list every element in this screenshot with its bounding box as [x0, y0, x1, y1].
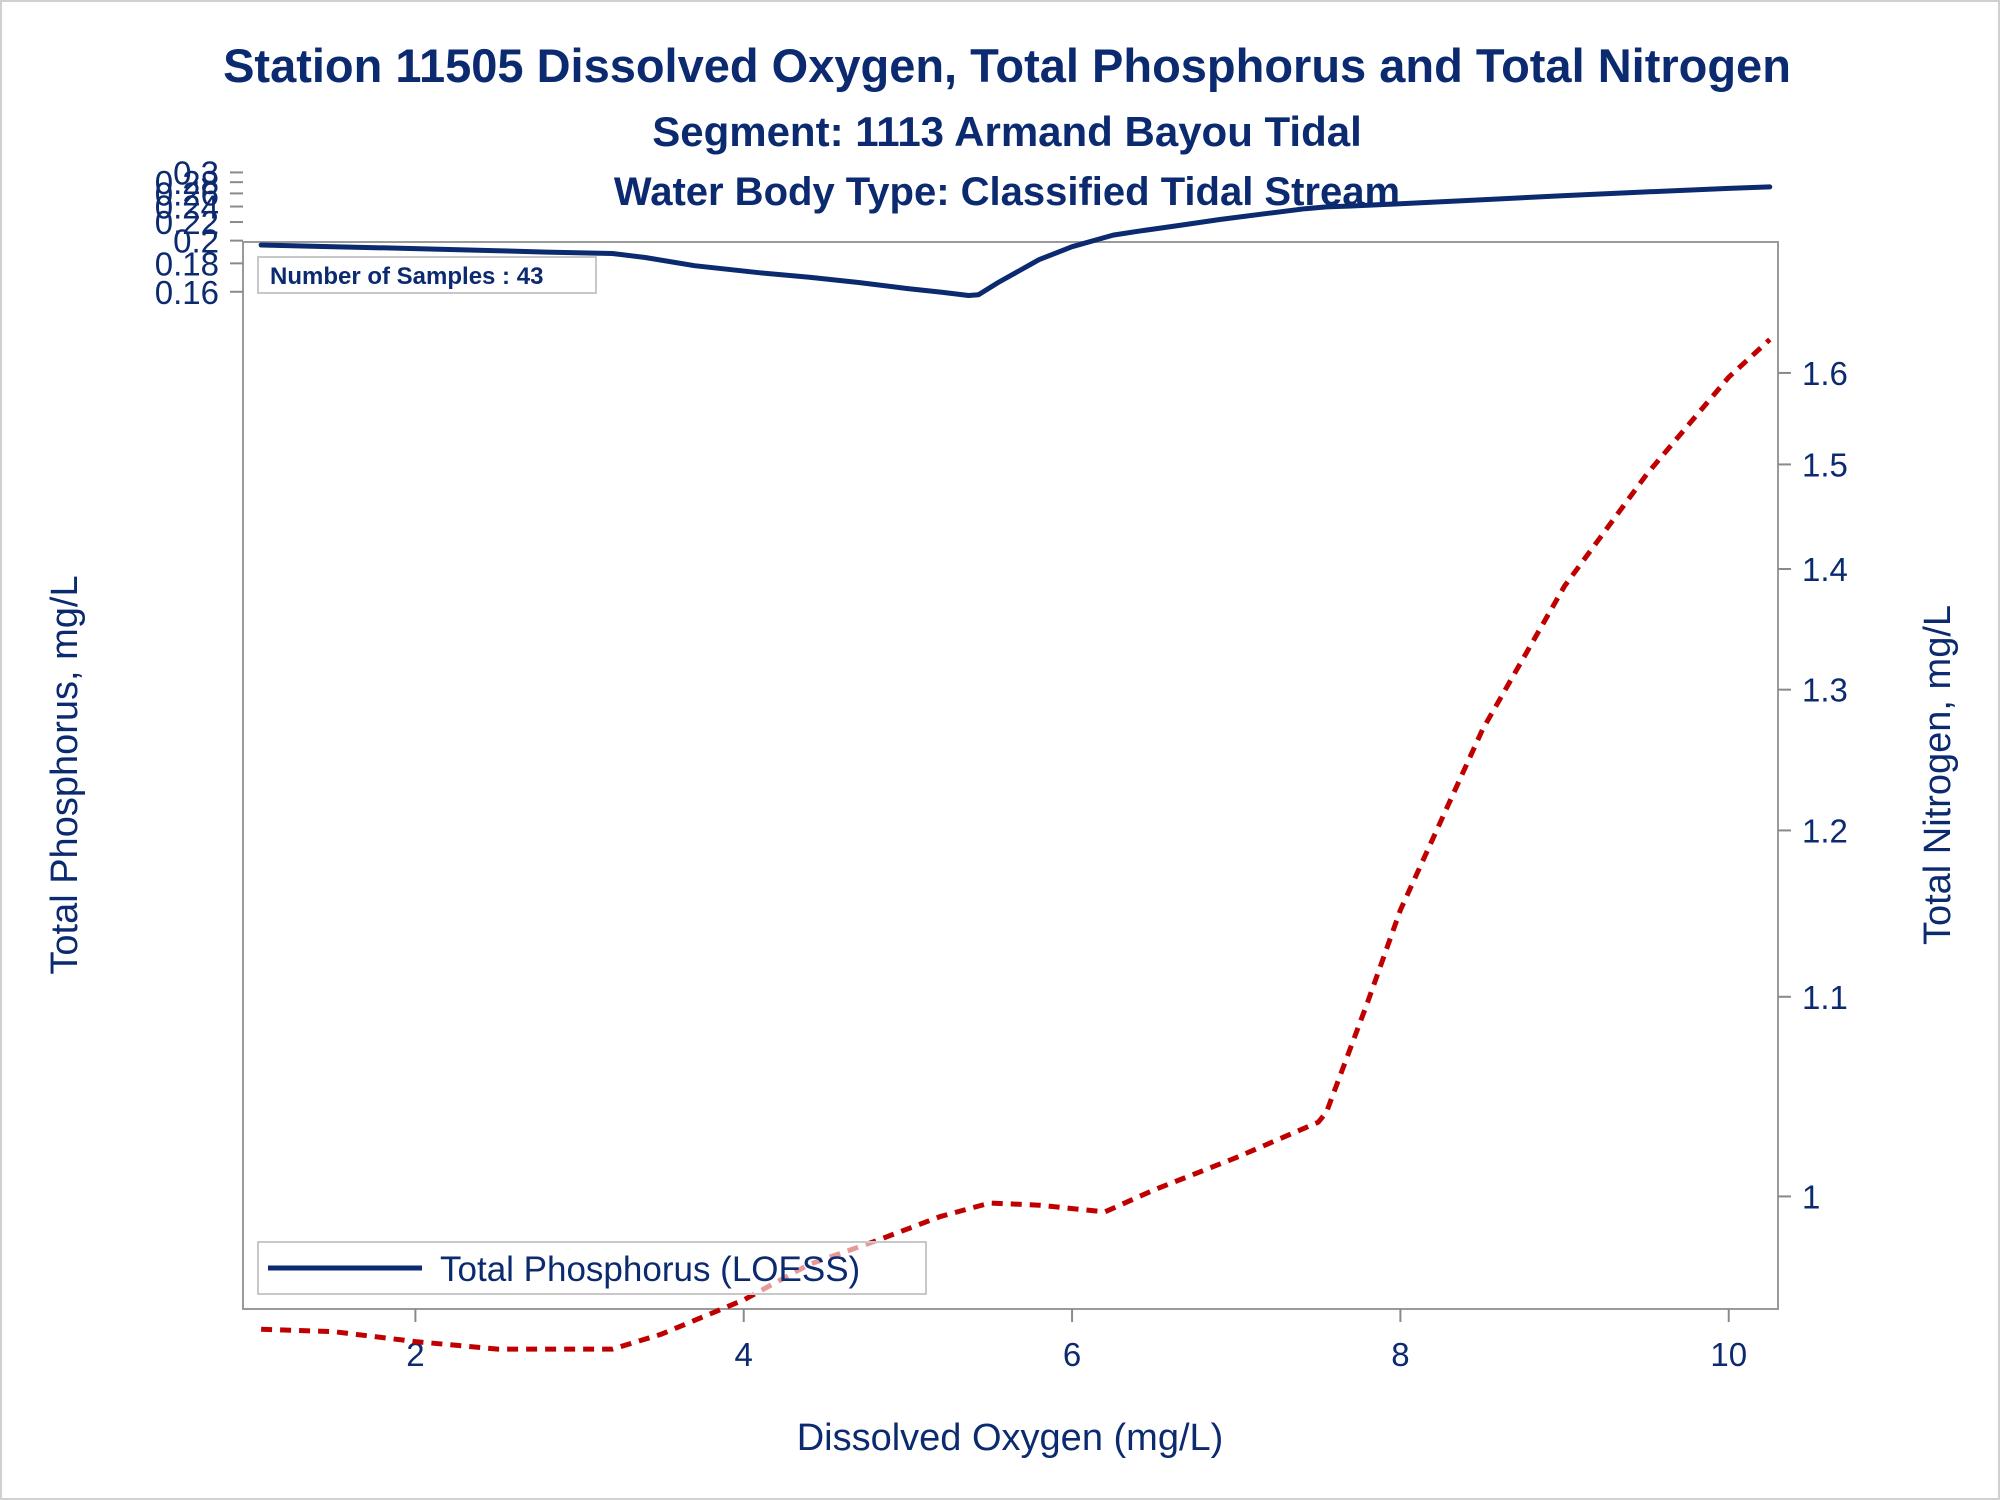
plot-area: [242, 241, 1779, 1310]
y2-tick-label: 1.5: [1802, 446, 1848, 483]
legend-entry-0: Total Phosphorus (LOESS): [440, 1250, 860, 1289]
x-tick-label: 10: [1710, 1336, 1747, 1373]
total-phosphorus-line: [258, 184, 1773, 298]
legend: Total Phosphorus (LOESS): [257, 1241, 927, 1295]
series-layer: [258, 184, 1773, 1352]
y2-tick-label: 1.6: [1802, 355, 1848, 392]
right-axis: 1 1.1 1.2 1.3 1.4 1.5 1.6: [1778, 355, 1848, 1215]
x-tick-label: 8: [1391, 1336, 1409, 1373]
y2-tick-label: 1: [1802, 1178, 1820, 1215]
x-tick-label: 6: [1063, 1336, 1081, 1373]
x-tick-label: 2: [406, 1336, 424, 1373]
y-tick-label: 0.2: [173, 223, 219, 260]
y2-tick-label: 1.4: [1802, 551, 1848, 588]
left-axis: 0.160.180.20.220.240.260.280.3: [155, 154, 243, 311]
x-axis-label: Dissolved Oxygen (mg/L): [797, 1417, 1224, 1459]
sample-count-text: Number of Samples : 43: [270, 263, 543, 290]
total-nitrogen-line: [261, 337, 1772, 1352]
sample-count-annotation: Number of Samples : 43: [257, 256, 597, 294]
y-axis-label: Total Phosphorus, mg/L: [44, 575, 86, 974]
y-tick-label: 0.3: [173, 154, 219, 191]
y-tick-label: 0.16: [155, 274, 219, 311]
chart-subtitle-2: Water Body Type: Classified Tidal Stream: [614, 170, 1400, 214]
bottom-axis: 2 4 6 8 10: [406, 1309, 1747, 1373]
y2-tick-label: 1.3: [1802, 672, 1848, 709]
chart-subtitle: Segment: 1113 Armand Bayou Tidal: [652, 108, 1362, 155]
y-tick-label: 0.28: [155, 164, 219, 201]
y-tick-label: 0.22: [155, 204, 219, 241]
y-tick-label: 0.24: [155, 189, 219, 226]
y2-axis-label: Total Nitrogen, mg/L: [1917, 605, 1959, 945]
y-tick-label: 0.26: [155, 175, 219, 212]
y2-tick-label: 1.2: [1802, 812, 1848, 849]
y2-tick-label: 1.1: [1802, 979, 1848, 1016]
x-tick-label: 4: [735, 1336, 753, 1373]
chart-title: Station 11505 Dissolved Oxygen, Total Ph…: [223, 39, 1791, 92]
y-tick-label: 0.18: [155, 245, 219, 282]
